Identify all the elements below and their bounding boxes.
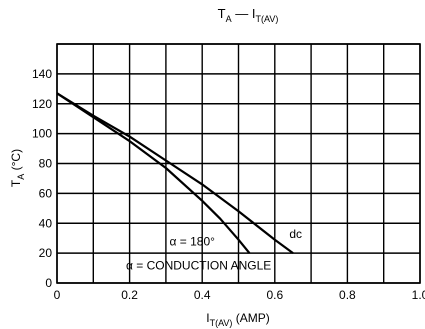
- y-tick-label: 120: [32, 97, 52, 111]
- x-tick-label: 0.6: [266, 288, 283, 302]
- y-tick-label: 60: [39, 186, 53, 200]
- y-tick-label: 100: [32, 127, 52, 141]
- annotation-label: dc: [289, 227, 302, 241]
- chart-title: TA — IT(AV): [218, 6, 279, 24]
- annotations: dc α = 180° α = CONDUCTION ANGLE: [126, 227, 302, 272]
- series-line-dc: [56, 92, 294, 254]
- series-lines: [56, 92, 294, 254]
- plot-border: [56, 43, 421, 284]
- y-tick-label: 80: [39, 157, 53, 171]
- x-tick-label: 0.8: [339, 288, 356, 302]
- grid: [56, 43, 421, 284]
- y-tick-label: 40: [39, 216, 53, 230]
- x-tick-label: 0.2: [121, 288, 138, 302]
- annotation-label: α = CONDUCTION ANGLE: [126, 259, 271, 273]
- tick-labels: 0 0.2 0.4 0.6 0.8 1.0 0 20 40 60 80 100 120 140: [32, 67, 425, 302]
- x-tick-label: 1.0: [412, 288, 425, 302]
- x-tick-label: 0.4: [194, 288, 211, 302]
- x-tick-label: 0: [54, 288, 61, 302]
- series-line-alpha-180: [56, 92, 251, 254]
- y-tick-label: 0: [45, 276, 52, 290]
- y-tick-label: 20: [39, 246, 53, 260]
- x-axis-label: IT(AV) (AMP): [206, 311, 270, 328]
- y-axis-label: TA (°C): [9, 149, 26, 187]
- y-tick-label: 140: [32, 67, 52, 81]
- annotation-label: α = 180°: [170, 235, 216, 249]
